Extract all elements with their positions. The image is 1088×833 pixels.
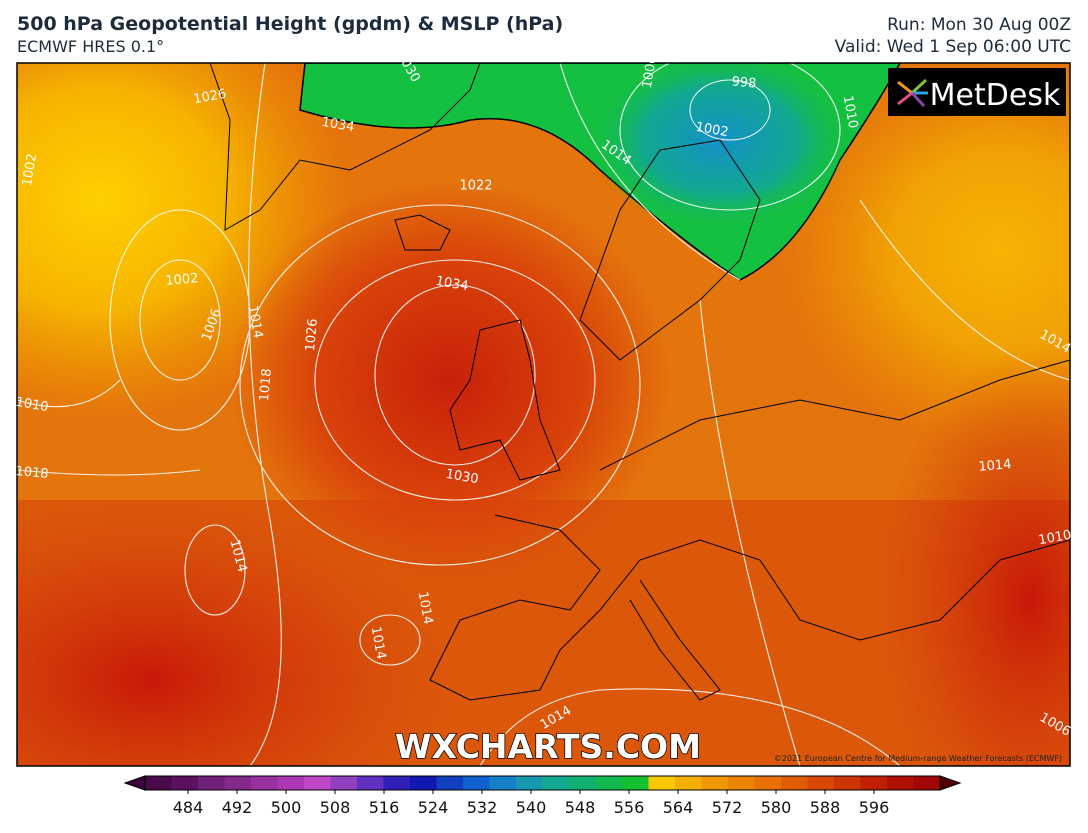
colorbar-segment [516,776,543,790]
colorbar-segment [357,776,384,790]
colorbar-segment [834,776,861,790]
map-title: 500 hPa Geopotential Height (gpdm) & MSL… [17,13,564,35]
colorbar-segment [304,776,331,790]
contour-label: 1006 [640,54,661,89]
contour-label: 1010 [840,94,861,129]
coastlines [209,63,1070,701]
colorbar-segment [383,776,411,790]
contour-label: 1014 [368,625,389,660]
contour-label: 1002 [20,152,41,187]
colorbar-segment [675,776,702,790]
colorbar-segment [781,776,808,790]
colorbar-segment [807,776,835,790]
colorbar-frame [144,775,941,791]
watermark: WXCHARTS.COM [395,727,701,766]
colorbar-label: 492 [222,798,253,817]
copyright: ©2021 European Centre for Medium-range W… [774,754,1062,763]
colorbar-segment [224,776,252,790]
colorbar-label: 524 [418,798,449,817]
colorbar-segment [728,776,755,790]
colorbar-segment [860,776,888,790]
colorbar-segment [595,776,623,790]
contour-label: 998 [731,74,757,91]
colorbar-segment [542,776,570,790]
colorbar-segment [277,776,305,790]
contour-label: 1026 [192,87,227,108]
colorbar-label: 484 [173,798,204,817]
contour-label: 1010 [1037,528,1072,549]
model-name: ECMWF HRES 0.1° [17,37,165,56]
map-frame [16,62,1071,767]
colorbar-arrow [123,775,146,791]
colorbar-segment [251,776,278,790]
colorbar-segment [754,776,782,790]
colorbar-label: 508 [320,798,351,817]
colorbar-segment [436,776,464,790]
colorbar-label: 548 [565,798,596,817]
colorbar-segment [913,776,941,790]
contour-label: 1026 [303,318,321,352]
colorbar-label: 596 [859,798,890,817]
colorbar-arrow [939,775,962,791]
contour-label: 1030 [444,467,479,488]
contour-label: 1014 [415,590,436,625]
logo: MetDesk [930,78,1061,113]
contour-label: 1014 [978,457,1012,475]
colorbar-segment [330,776,358,790]
run-time: Run: Mon 30 Aug 00Z [887,15,1071,35]
colorbar-label: 580 [761,798,792,817]
colorbar-segment [569,776,596,790]
colorbar-label: 572 [712,798,743,817]
colorbar-label: 564 [663,798,694,817]
contour-label: 1002 [165,271,199,289]
contour-label: 1014 [245,304,266,339]
contour-label: 1034 [320,115,355,136]
colorbar-segment [648,776,676,790]
colorbar-segment [463,776,490,790]
colorbar-label: 516 [369,798,400,817]
colorbar: 484 492 500 508 516 524 532 540 548 556 564 572 580 5… [123,775,962,817]
colorbar-segment [410,776,437,790]
logo-icon [897,78,928,108]
colorbar-label: 540 [516,798,547,817]
colorbar-segment [145,776,172,790]
colorbar-label: 556 [614,798,645,817]
contour-label: 1034 [434,274,469,295]
valid-time: Valid: Wed 1 Sep 06:00 UTC [834,37,1071,57]
colorbar-label: 588 [810,798,841,817]
contour-label: 1002 [694,120,729,141]
colorbar-segment [489,776,517,790]
colorbar-label: 500 [271,798,302,817]
contour-label: 1018 [15,464,49,482]
contour-label: 1022 [459,179,492,194]
contour-label: 1010 [14,395,49,416]
colorbar-segment [622,776,649,790]
colorbar-segment [887,776,914,790]
contour-label: 1018 [257,368,275,402]
colorbar-segment [701,776,729,790]
colorbar-segment [171,776,199,790]
colorbar-segment [198,776,225,790]
colorbar-label: 532 [467,798,498,817]
